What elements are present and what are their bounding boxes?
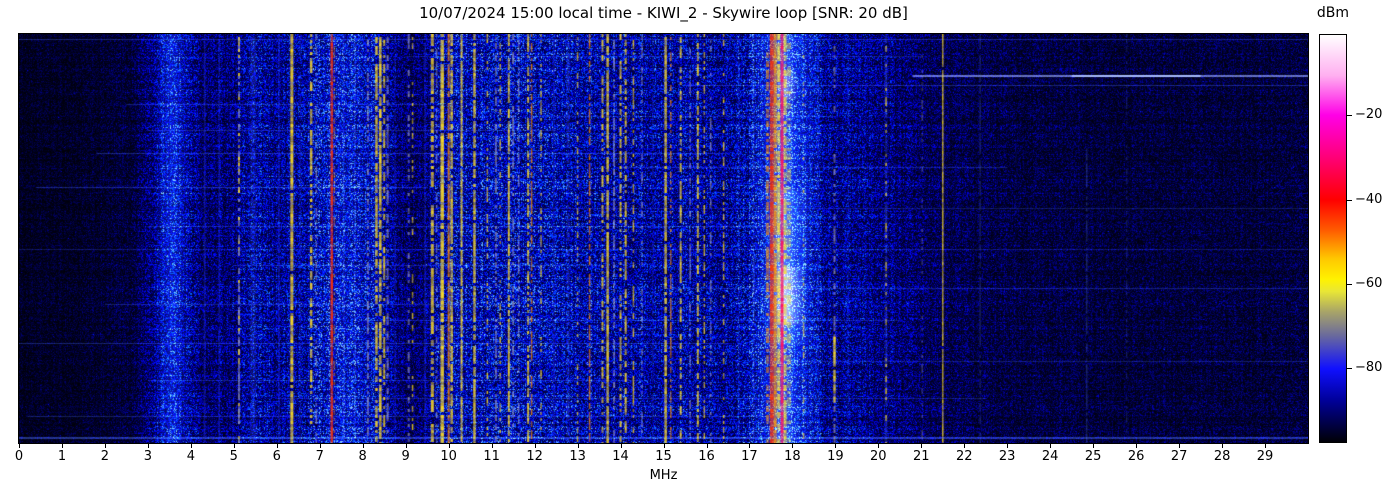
x-tick-label: 12 [526, 449, 543, 464]
x-tick-label: 10 [440, 449, 457, 464]
x-tick-mark [921, 444, 923, 448]
colorbar-tick-label: −40 [1355, 191, 1383, 207]
x-tick-mark [964, 444, 966, 448]
x-tick-mark [362, 444, 364, 448]
colorbar-tick-label: −80 [1355, 360, 1383, 376]
colorbar-unit-label: dBm [1316, 5, 1350, 21]
x-tick-label: 17 [741, 449, 758, 464]
x-tick-label: 7 [315, 449, 324, 464]
x-tick-mark [448, 444, 450, 448]
x-tick-label: 1 [57, 449, 67, 464]
x-tick-mark [792, 444, 794, 448]
x-tick-label: 16 [698, 449, 715, 464]
x-tick-label: 25 [1084, 449, 1102, 464]
colorbar [1319, 34, 1347, 443]
x-tick-label: 3 [143, 449, 153, 464]
colorbar-tick-mark [1347, 368, 1352, 370]
colorbar-tick-mark [1347, 115, 1352, 117]
x-tick-mark [1222, 444, 1224, 448]
x-tick-label: 27 [1170, 449, 1188, 464]
x-tick-label: 9 [401, 449, 410, 464]
x-tick-label: 4 [186, 449, 196, 464]
x-tick-label: 14 [612, 449, 629, 464]
x-tick-mark [1136, 444, 1138, 448]
colorbar-tick-mark [1347, 199, 1352, 201]
x-tick-mark [835, 444, 837, 448]
x-tick-mark [1050, 444, 1052, 448]
x-tick-label: 22 [956, 449, 973, 464]
x-tick-mark [620, 444, 622, 448]
x-tick-mark [319, 444, 321, 448]
x-tick-mark [190, 444, 192, 448]
waterfall-heatmap [18, 33, 1309, 444]
x-tick-mark [1093, 444, 1095, 448]
x-tick-mark [276, 444, 278, 448]
x-tick-mark [878, 444, 880, 448]
x-tick-label: 6 [272, 449, 281, 464]
x-tick-mark [233, 444, 235, 448]
x-tick-label: 18 [784, 449, 801, 464]
chart-title: 10/07/2024 15:00 local time - KIWI_2 - S… [419, 4, 908, 22]
x-tick-mark [534, 444, 536, 448]
x-tick-label: 24 [1041, 449, 1059, 464]
x-tick-label: 20 [870, 449, 887, 464]
x-tick-mark [1007, 444, 1009, 448]
x-tick-label: 28 [1213, 449, 1231, 464]
x-tick-mark [577, 444, 579, 448]
x-tick-label: 0 [14, 449, 24, 464]
x-tick-label: 15 [655, 449, 672, 464]
x-tick-mark [749, 444, 751, 448]
x-tick-mark [62, 444, 63, 448]
x-tick-mark [104, 444, 106, 448]
x-tick-label: 19 [827, 449, 844, 464]
x-tick-label: 5 [229, 449, 238, 464]
x-axis-label: MHz [649, 468, 678, 483]
colorbar-tick-label: −20 [1355, 107, 1383, 123]
x-tick-label: 2 [100, 449, 110, 464]
x-tick-mark [491, 444, 493, 448]
x-tick-mark [405, 444, 407, 448]
x-tick-mark [663, 444, 665, 448]
x-tick-mark [706, 444, 708, 448]
x-tick-label: 21 [913, 449, 930, 464]
x-tick-label: 26 [1127, 449, 1145, 464]
x-tick-mark [1179, 444, 1181, 448]
x-tick-label: 13 [569, 449, 586, 464]
x-tick-label: 8 [358, 449, 367, 464]
x-tick-label: 23 [998, 449, 1016, 464]
colorbar-tick-label: −60 [1355, 275, 1383, 291]
x-tick-mark [1265, 444, 1266, 448]
x-tick-mark [19, 444, 20, 448]
x-tick-label: 29 [1256, 449, 1274, 464]
x-tick-mark [147, 444, 149, 448]
colorbar-tick-mark [1347, 283, 1352, 285]
x-tick-label: 11 [483, 449, 500, 464]
